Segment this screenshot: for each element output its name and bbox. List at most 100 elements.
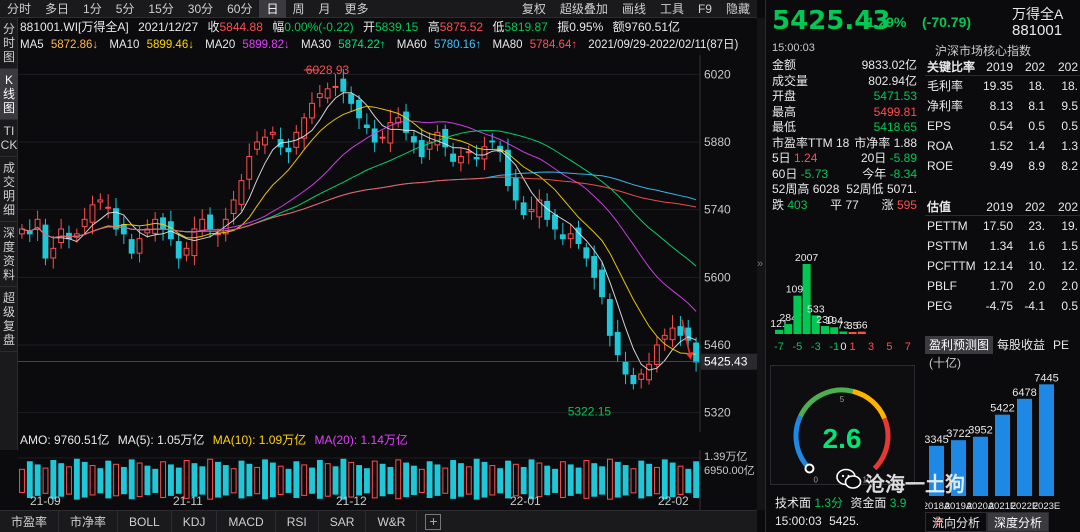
volume-bar (97, 468, 104, 494)
period-tab-2[interactable]: 1分 (83, 1, 102, 16)
info-amount: 额9760.51亿 (612, 20, 680, 34)
indicator-tab-5[interactable]: RSI (276, 510, 319, 532)
indicator-tab-1[interactable]: 市净率 (59, 510, 119, 532)
candle (387, 122, 394, 144)
cell: 1.4 (1028, 139, 1045, 153)
forecast-tab-1[interactable]: 每股收益 (997, 338, 1046, 352)
amo-legend-row: AMO: 9760.51亿 MA(5): 1.05万亿 MA(10): 1.09… (20, 432, 413, 448)
stat-key: 最低 (772, 120, 797, 134)
candle (309, 102, 315, 119)
view-tab-5[interactable]: 超级复盘 (0, 287, 18, 352)
price-tick-label: 5600 (704, 270, 731, 284)
indicator-tab-2[interactable]: BOLL (118, 510, 172, 532)
forecast-year: 2022E (1011, 501, 1038, 512)
volume-bar (606, 458, 613, 500)
view-tab-3[interactable]: 成交明细 (0, 157, 18, 222)
gauge-max: 10 (863, 476, 872, 484)
cell: 0.5 (1061, 299, 1078, 313)
pe-row-right: 市净率 1.88 (854, 136, 917, 152)
candle (120, 224, 127, 235)
volume-bar (450, 460, 457, 499)
price-tick-label: 5740 (704, 203, 731, 217)
dist-bar (802, 264, 811, 334)
candle (246, 156, 253, 180)
stat-row-1: 成交量 802.94亿 (772, 74, 917, 90)
period-tab-9[interactable]: 月 (318, 1, 331, 16)
volume-bar (442, 467, 449, 494)
volume-bar (473, 458, 480, 500)
v: 18 (836, 135, 850, 150)
indicator-tab-4[interactable]: MACD (217, 510, 276, 532)
cell: 0.5 (1028, 119, 1045, 133)
right-bottom-tab-1[interactable]: 深度分析 (987, 512, 1050, 532)
period-tab-8[interactable]: 周 (292, 1, 305, 16)
volume-bar (387, 466, 394, 495)
dist-bar (839, 331, 848, 334)
tool-tab-4[interactable]: F9 (697, 1, 712, 16)
period-tab-0[interactable]: 分时 (7, 1, 32, 16)
period-tab-10[interactable]: 更多 (344, 1, 369, 16)
stat-key: 开盘 (772, 89, 797, 103)
indicator-tab-7[interactable]: W&R (366, 510, 418, 532)
tool-tab-2[interactable]: 画线 (621, 1, 646, 16)
gauge-mid: 5 (840, 395, 845, 404)
period-tab-3[interactable]: 5分 (115, 1, 135, 16)
period-tab-1[interactable]: 多日 (45, 1, 70, 16)
forecast-tab-2[interactable]: PE (1053, 338, 1070, 352)
table-row: PETTM 17.50 23. 19. (925, 216, 1080, 236)
indicator-tab-0[interactable]: 市盈率 (0, 510, 60, 532)
tool-tab-5[interactable]: 隐藏 (725, 1, 750, 16)
view-tab-2[interactable]: TICK (0, 120, 18, 157)
kline-chart[interactable]: 6020 5880 5740 5600 5460 5320 6028.93 5322.15 54… (18, 55, 757, 432)
panel-splitter[interactable]: » (757, 18, 765, 510)
volume-bar (50, 460, 57, 499)
row-label: ROA (927, 139, 954, 153)
candle (113, 208, 119, 230)
cell: 0.5 (1061, 119, 1078, 133)
volume-bar (89, 465, 96, 496)
period-tab-7[interactable]: 日 (259, 0, 286, 18)
volume-bar (669, 462, 676, 498)
k: 平 (830, 197, 846, 212)
view-tab-0[interactable]: 分时图 (0, 18, 18, 69)
volume-bar (512, 463, 519, 497)
dist-bar (848, 332, 857, 334)
volume-bar (42, 467, 49, 494)
table-row: 毛利率 19.35 18. 18. (925, 76, 1080, 96)
view-tab-4[interactable]: 深度资料 (0, 222, 18, 287)
tool-tab-3[interactable]: 工具 (659, 1, 684, 16)
candle (426, 141, 433, 150)
volume-bar (411, 465, 417, 496)
cell: 8.1 (1028, 99, 1045, 113)
score-gauge-panel (770, 365, 915, 485)
candle (128, 239, 135, 254)
candle (457, 156, 464, 164)
add-indicator-button[interactable]: + (425, 513, 442, 530)
indicator-tab-6[interactable]: SAR (319, 510, 367, 532)
candle (638, 373, 645, 380)
current-price-tag-bg (701, 353, 757, 370)
right-bottom-tab-0[interactable]: 流向分析 (925, 512, 988, 532)
volume-bar (371, 460, 378, 499)
collapse-icon[interactable]: » (757, 258, 764, 270)
volume-bar (168, 464, 174, 496)
period-tab-6[interactable]: 60分 (227, 1, 253, 16)
view-tab-1[interactable]: K线图 (0, 69, 18, 120)
indicator-tab-3[interactable]: KDJ (172, 510, 218, 532)
cell: 17.50 (982, 219, 1013, 233)
volume-bar (246, 463, 253, 497)
period-tab-4[interactable]: 15分 (148, 1, 174, 16)
period-tab-5[interactable]: 30分 (187, 1, 214, 16)
forecast-bar (1017, 398, 1032, 496)
tool-tab-1[interactable]: 超级叠加 (559, 1, 608, 16)
table-title: 估值 (927, 200, 952, 214)
forecast-tab-0[interactable]: 盈利预测图 (925, 336, 994, 354)
candle (285, 147, 292, 153)
v: 595 (896, 197, 917, 212)
dist-x-tick: -7 (774, 341, 784, 353)
volume-bar (175, 467, 182, 494)
tool-tab-0[interactable]: 复权 (521, 1, 546, 16)
stat-row-0: 金额 9833.02亿 (772, 58, 917, 74)
